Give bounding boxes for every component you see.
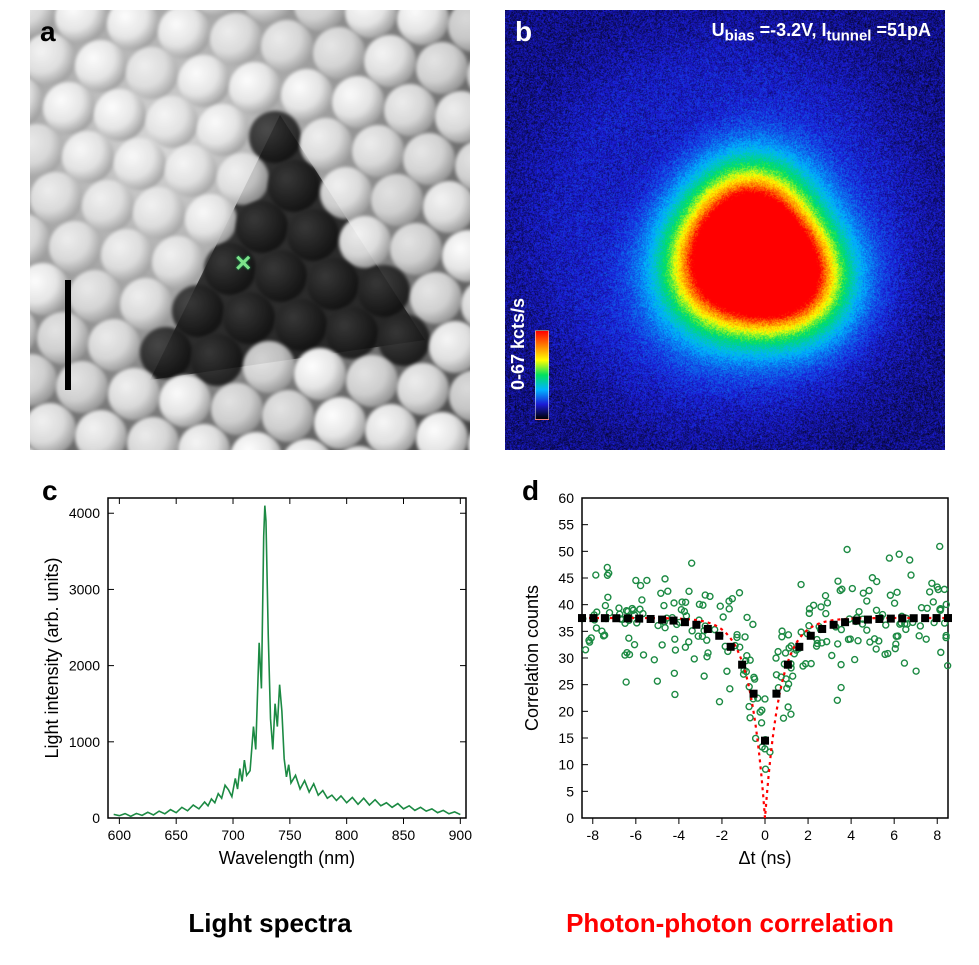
svg-text:0: 0 xyxy=(566,810,574,826)
panel-a-stm-image: 2 nm × a xyxy=(30,10,470,450)
spectrum-svg: 600 650 700 750 800 850 900 0 1000 2000 3000 4000 Wa… xyxy=(40,480,480,890)
colorbar-label: 0-67 kcts/s xyxy=(508,298,529,390)
svg-text:1000: 1000 xyxy=(69,734,100,750)
svg-text:700: 700 xyxy=(221,827,245,843)
svg-text:Δt (ns): Δt (ns) xyxy=(738,848,791,868)
svg-text:750: 750 xyxy=(278,827,302,843)
svg-text:2000: 2000 xyxy=(69,658,100,674)
panel-d-correlation-chart: -8 -6 -4 -2 0 2 4 6 8 0 5 10 15 20 25 30 35 40 45 50 55 60 Δt … xyxy=(520,480,960,890)
panel-c-spectrum-chart: 600 650 700 750 800 850 900 0 1000 2000 3000 4000 Wa… xyxy=(40,480,480,890)
svg-text:-2: -2 xyxy=(716,827,729,843)
svg-text:850: 850 xyxy=(392,827,416,843)
svg-text:5: 5 xyxy=(566,783,574,799)
svg-text:6: 6 xyxy=(890,827,898,843)
svg-text:15: 15 xyxy=(558,730,574,746)
marker-cross-icon: × xyxy=(235,247,251,279)
subtitle-light-spectra: Light spectra xyxy=(60,908,480,939)
svg-text:55: 55 xyxy=(558,517,574,533)
stm-background xyxy=(30,10,470,450)
photomap-background xyxy=(505,10,945,450)
svg-text:c: c xyxy=(42,480,58,506)
svg-text:60: 60 xyxy=(558,490,574,506)
correlation-svg: -8 -6 -4 -2 0 2 4 6 8 0 5 10 15 20 25 30 35 40 45 50 55 60 Δt … xyxy=(520,480,960,890)
svg-text:d: d xyxy=(522,480,539,506)
svg-text:2: 2 xyxy=(804,827,812,843)
svg-text:50: 50 xyxy=(558,543,574,559)
svg-text:-4: -4 xyxy=(673,827,686,843)
svg-text:800: 800 xyxy=(335,827,359,843)
svg-text:4000: 4000 xyxy=(69,505,100,521)
panel-label-b: b xyxy=(515,16,532,48)
svg-text:3000: 3000 xyxy=(69,581,100,597)
svg-text:20: 20 xyxy=(558,703,574,719)
svg-text:30: 30 xyxy=(558,650,574,666)
svg-text:45: 45 xyxy=(558,570,574,586)
svg-text:Wavelength (nm): Wavelength (nm) xyxy=(219,848,355,868)
svg-text:8: 8 xyxy=(933,827,941,843)
figure-root: 2 nm × a Ubias =-3.2V, Itunnel =51pA 0-6… xyxy=(0,0,979,965)
svg-text:-8: -8 xyxy=(587,827,600,843)
svg-text:Correlation counts: Correlation counts xyxy=(522,585,542,731)
svg-text:25: 25 xyxy=(558,677,574,693)
panel-b-photomap: Ubias =-3.2V, Itunnel =51pA 0-67 kcts/s … xyxy=(505,10,945,450)
subtitle-photon-correlation: Photon-photon correlation xyxy=(520,908,940,939)
svg-text:10: 10 xyxy=(558,757,574,773)
svg-text:0: 0 xyxy=(761,827,769,843)
anno-ubias: Ubias =-3.2V, Itunnel =51pA xyxy=(712,20,931,40)
svg-text:40: 40 xyxy=(558,597,574,613)
svg-text:35: 35 xyxy=(558,623,574,639)
svg-text:600: 600 xyxy=(108,827,132,843)
scale-bar-label: 2 nm xyxy=(30,318,36,365)
svg-text:4: 4 xyxy=(847,827,855,843)
svg-text:0: 0 xyxy=(92,810,100,826)
panel-label-a: a xyxy=(40,16,56,48)
svg-text:Light intensity (arb. units): Light intensity (arb. units) xyxy=(42,557,62,758)
scale-bar xyxy=(65,280,71,390)
svg-text:-6: -6 xyxy=(630,827,643,843)
panel-b-annotation: Ubias =-3.2V, Itunnel =51pA xyxy=(712,20,931,45)
colorbar xyxy=(535,330,549,420)
svg-text:650: 650 xyxy=(165,827,189,843)
svg-text:900: 900 xyxy=(449,827,473,843)
